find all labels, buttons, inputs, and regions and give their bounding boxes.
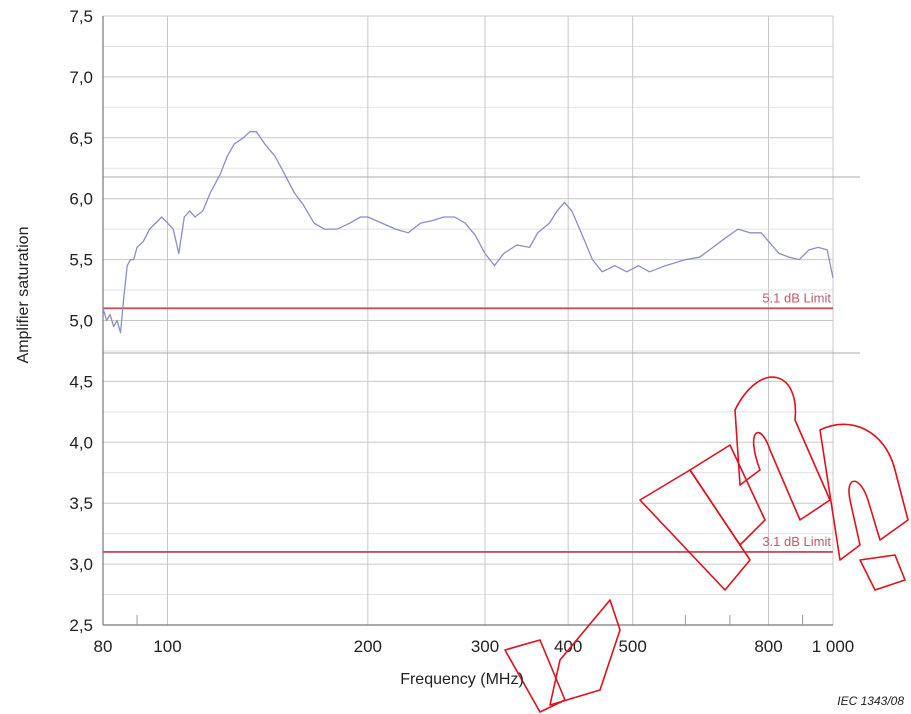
y-tick-label: 4,5	[69, 372, 93, 391]
y-tick-label: 6,0	[69, 190, 93, 209]
stamp-outline-stroke	[734, 376, 831, 521]
x-tick-label: 500	[618, 637, 646, 656]
limit-label: 3.1 dB Limit	[762, 534, 831, 549]
x-tick-label: 300	[471, 637, 499, 656]
stamp-outline-stroke	[639, 469, 751, 591]
limit-lines: 5.1 dB Limit 3.1 dB Limit	[103, 290, 833, 553]
stamp-outline-stroke	[549, 599, 621, 706]
x-tick-labels: 80 100 200 300 400 500 800 1 000	[94, 637, 855, 656]
y-tick-label: 5,5	[69, 251, 93, 270]
y-tick-label: 3,5	[69, 494, 93, 513]
y-tick-labels: 2,5 3,0 3,5 4,0 4,5 5,0 5,5 6,0 6,5 7,0 7,5	[69, 7, 93, 635]
grid-lines	[102, 15, 860, 626]
x-tick-label: 100	[153, 637, 181, 656]
series-line	[102, 131, 834, 334]
y-tick-label: 6,5	[69, 129, 93, 148]
y-tick-label: 4,0	[69, 433, 93, 452]
minor-ticks	[136, 615, 804, 625]
x-tick-label: 80	[94, 637, 113, 656]
figure-reference: IEC 1343/08	[837, 694, 904, 708]
x-axis-title: Frequency (MHz)	[400, 671, 524, 688]
x-tick-label: 200	[354, 637, 382, 656]
overlay-stamp	[504, 376, 909, 713]
y-tick-label: 3,0	[69, 555, 93, 574]
stamp-outline-stroke	[819, 423, 909, 561]
y-tick-label: 5,0	[69, 312, 93, 331]
series-group	[102, 131, 834, 334]
y-tick-label: 7,0	[69, 68, 93, 87]
x-tick-label: 800	[754, 637, 782, 656]
stamp-outline-stroke	[859, 554, 906, 591]
limit-label: 5.1 dB Limit	[762, 290, 831, 305]
stamp-outline-stroke	[689, 444, 766, 546]
x-tick-label: 400	[554, 637, 582, 656]
x-tick-label: 1 000	[812, 637, 855, 656]
y-axis-title: Amplifier saturation	[15, 227, 32, 364]
y-tick-label: 7,5	[69, 7, 93, 26]
y-tick-label: 2,5	[69, 616, 93, 635]
